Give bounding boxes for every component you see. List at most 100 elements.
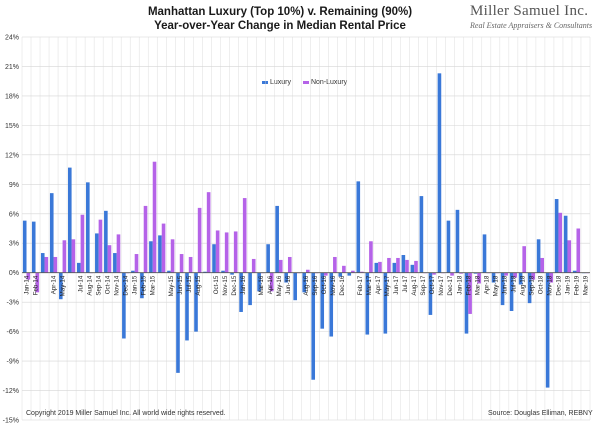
bar-non-luxury: [351, 270, 355, 273]
bar-non-luxury: [143, 205, 148, 273]
bar-luxury: [248, 272, 252, 306]
x-tick-label: Feb-14: [33, 275, 40, 295]
x-tick-label: Aug-15: [195, 275, 202, 296]
x-tick-label: Jun-16: [285, 275, 292, 294]
x-tick-label: Sep-16: [312, 275, 319, 296]
x-tick-label: Feb-15: [141, 275, 148, 295]
bar-luxury: [67, 167, 72, 273]
x-tick-label: Dec-18: [555, 275, 562, 296]
x-tick-label: May-16: [276, 275, 283, 296]
y-tick-label: -6%: [7, 329, 19, 336]
bar-non-luxury: [116, 234, 121, 273]
bar-non-luxury: [26, 272, 31, 280]
bar-non-luxury: [134, 254, 139, 273]
x-tick-label: Jul-17: [402, 275, 409, 292]
bar-luxury: [40, 253, 45, 273]
bar-luxury: [76, 262, 81, 273]
bar-luxury: [257, 272, 261, 292]
bar-luxury: [239, 272, 243, 312]
x-tick-label: Jan-19: [564, 275, 571, 294]
bar-non-luxury: [62, 240, 67, 273]
bar-non-luxury: [170, 239, 175, 273]
x-tick-label: Mar-15: [150, 275, 157, 295]
bar-luxury: [563, 215, 568, 273]
x-tick-label: May-14: [60, 275, 67, 296]
bar-luxury: [203, 271, 207, 273]
x-tick-label: Nov-17: [438, 275, 445, 296]
bar-non-luxury: [71, 239, 76, 273]
bar-non-luxury: [98, 219, 103, 273]
x-tick-label: Nov-18: [546, 275, 553, 296]
x-tick-label: Mar-18: [474, 275, 481, 295]
y-tick-label: 24%: [5, 35, 19, 42]
bar-non-luxury: [387, 257, 391, 273]
bar-non-luxury: [224, 232, 229, 273]
bar-non-luxury: [152, 161, 157, 273]
bar-luxury: [329, 272, 334, 337]
bar-luxury: [212, 244, 216, 273]
bar-luxury: [401, 255, 406, 273]
bar-non-luxury: [378, 261, 382, 273]
bar-luxury: [428, 272, 433, 315]
x-tick-label: Aug-16: [303, 275, 310, 296]
bar-non-luxury: [567, 240, 572, 273]
bar-luxury: [266, 244, 270, 273]
bar-non-luxury: [396, 257, 400, 273]
x-tick-label: Dec-16: [339, 275, 346, 296]
y-tick-label: 0%: [9, 270, 19, 277]
bar-non-luxury: [44, 256, 49, 273]
x-tick-label: Jun-15: [177, 275, 184, 294]
bar-luxury: [302, 272, 306, 293]
bar-non-luxury: [558, 212, 563, 273]
x-tick-label: Nov-16: [330, 275, 337, 296]
bar-luxury: [167, 270, 171, 273]
legend-item-non-luxury: Non-Luxury: [302, 79, 348, 86]
bar-non-luxury: [233, 231, 238, 273]
x-tick-label: Nov-15: [222, 275, 229, 296]
bar-luxury: [140, 272, 144, 299]
bar-non-luxury: [306, 269, 310, 273]
bar-luxury: [320, 272, 325, 329]
bar-luxury: [527, 272, 532, 304]
bar-luxury: [419, 196, 424, 273]
x-tick-label: Apr-18: [483, 275, 490, 294]
x-tick-label: Sep-14: [96, 275, 103, 296]
y-tick-label: 15%: [5, 123, 19, 130]
x-tick-label: Oct-18: [537, 275, 544, 294]
bar-non-luxury: [369, 241, 373, 273]
x-tick-label: May-17: [384, 275, 391, 296]
bar-luxury: [554, 199, 559, 273]
bar-non-luxury: [161, 223, 166, 273]
x-tick-label: Dec-14: [123, 275, 130, 296]
bar-luxury: [284, 272, 288, 283]
y-tick-label: -3%: [7, 300, 19, 307]
legend-swatch-luxury: [262, 81, 268, 84]
x-tick-label: Oct-16: [321, 275, 328, 294]
copyright-notice: Copyright 2019 Miller Samuel Inc. All wo…: [26, 410, 226, 417]
bar-non-luxury: [459, 272, 463, 274]
legend-label-luxury: Luxury: [270, 79, 292, 86]
x-tick-label: Jan-16: [240, 275, 247, 294]
bar-luxury: [356, 181, 361, 273]
x-tick-label: Apr-16: [267, 275, 274, 294]
x-tick-label: Feb-19: [573, 275, 580, 295]
bar-luxury: [536, 239, 541, 273]
bar-luxury: [572, 270, 577, 273]
bar-luxury: [221, 270, 225, 273]
chart-title-line1: Manhattan Luxury (Top 10%) v. Remaining …: [147, 6, 413, 18]
chart-legend: Luxury Non-Luxury: [262, 79, 357, 86]
x-tick-label: Jan-15: [132, 275, 139, 294]
bar-non-luxury: [107, 245, 112, 273]
bar-non-luxury: [188, 256, 193, 273]
bar-luxury: [194, 272, 198, 332]
chart-title-line2: Year-over-Year Change in Median Rental P…: [154, 20, 406, 32]
x-tick-label: Aug-14: [87, 275, 94, 296]
legend-label-non-luxury: Non-Luxury: [310, 79, 348, 86]
bar-luxury: [311, 272, 316, 380]
bar-luxury: [22, 220, 27, 273]
y-tick-label: 18%: [5, 93, 19, 100]
legend-swatch-non-luxury: [302, 81, 309, 84]
bar-luxury: [113, 253, 117, 273]
